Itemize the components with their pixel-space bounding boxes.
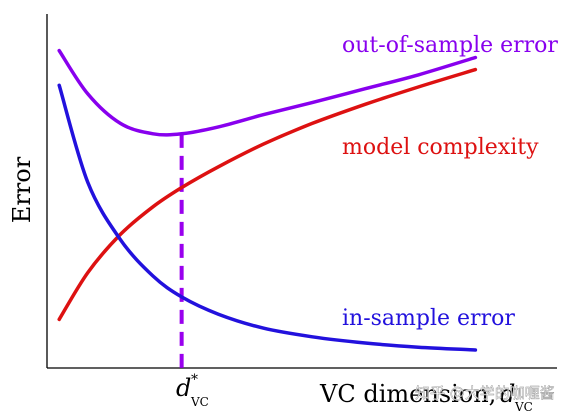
x-axis-label: VC dimension, d VC <box>319 380 533 414</box>
x-tick-symbol: d <box>176 374 191 402</box>
x-tick-optimum: d * VC <box>176 372 209 409</box>
x-tick-sup: * <box>191 372 198 388</box>
x-axis-label-symbol: d <box>500 380 515 408</box>
legend-in-sample-error: in-sample error <box>342 306 515 331</box>
x-axis-label-text: VC dimension, <box>319 380 496 408</box>
legend-out-of-sample-error: out-of-sample error <box>342 33 558 58</box>
x-axis-label-sub: VC <box>514 400 533 414</box>
in-sample-error-line <box>57 83 478 352</box>
watermark-text: 知乎 @大学的咖喱酱 <box>415 384 555 402</box>
legend-model-complexity: model complexity <box>342 135 539 160</box>
y-axis-label: Error <box>8 156 36 223</box>
series-layer <box>57 48 478 352</box>
x-tick-sub: VC <box>190 395 209 409</box>
out-of-sample-error-line <box>57 48 478 137</box>
model-complexity-line <box>57 67 478 322</box>
